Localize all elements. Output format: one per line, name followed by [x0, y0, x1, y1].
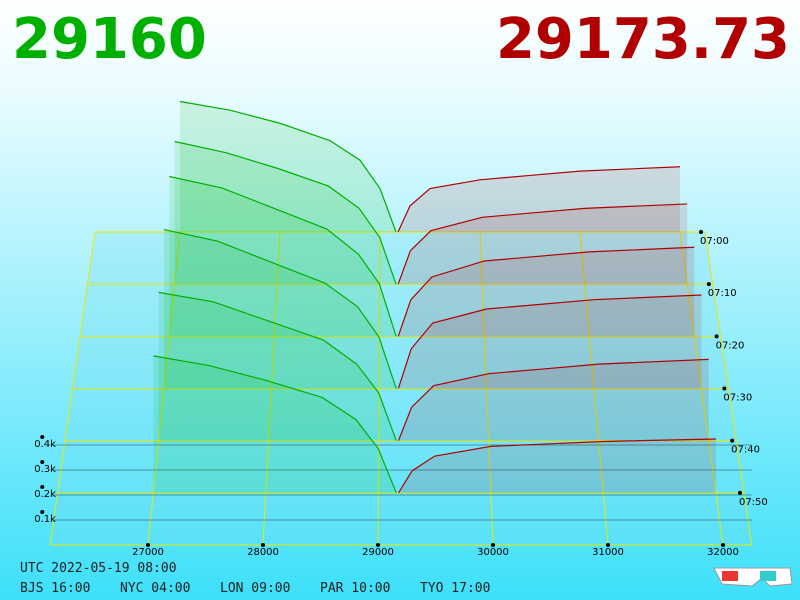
tick-dot: [699, 230, 703, 234]
tick-dot: [721, 543, 725, 547]
tick-dot: [737, 490, 742, 495]
time-label: 07:20: [716, 340, 745, 351]
bids-line: [163, 228, 397, 389]
utc-time: UTC 2022-05-19 08:00: [20, 561, 177, 576]
glasses-icon: [713, 567, 793, 587]
tick-dot: [376, 543, 380, 547]
zone-time: LON 09:00: [220, 581, 290, 596]
zone-time: BJS 16:00: [20, 581, 90, 596]
time-label: 07:10: [708, 288, 737, 299]
ask-price: 29173.73: [496, 7, 790, 72]
asks-line: [397, 358, 709, 441]
asks-line: [397, 294, 702, 389]
tick-dot: [40, 460, 45, 464]
asks-line: [397, 203, 688, 285]
asks-line: [397, 246, 695, 337]
asks-area: [398, 295, 702, 389]
x-tick-label: 31000: [592, 547, 624, 558]
asks-line: [398, 438, 716, 494]
time-label: 07:40: [731, 445, 760, 456]
bids-area: [169, 176, 397, 337]
y-tick-label: 0.3k: [34, 464, 56, 475]
tick-dot: [146, 543, 150, 547]
tick-dot: [730, 438, 735, 443]
bids-area: [180, 101, 396, 232]
asks-area: [398, 359, 709, 441]
plot: [153, 100, 716, 494]
zone-time: PAR 10:00: [320, 581, 390, 596]
y-tick-label: 0.4k: [34, 439, 56, 450]
time-label: 07:30: [723, 393, 752, 404]
time-label: 07:00: [700, 236, 729, 247]
tick-dot: [40, 435, 45, 439]
bids-area: [164, 229, 397, 389]
asks-area: [398, 203, 688, 285]
bids-line: [153, 355, 397, 494]
tick-dot: [261, 543, 265, 547]
time-label: 07:50: [739, 497, 768, 508]
bid-price: 29160: [12, 7, 207, 72]
asks-area: [398, 439, 716, 493]
tick-dot: [491, 543, 495, 547]
tick-dot: [606, 543, 610, 547]
floor: 27000 28000 29000 30000 31000 32000 07:00 07:10…: [34, 230, 768, 558]
y-tick-label: 0.1k: [34, 514, 56, 525]
tick-dot: [706, 282, 711, 287]
tick-dot: [40, 485, 45, 489]
bids-line: [169, 175, 397, 337]
asks-area: [398, 247, 695, 337]
zone-time: NYC 04:00: [120, 581, 190, 596]
asks-area: [398, 166, 680, 232]
tick-dot: [714, 334, 719, 339]
x-tick-label: 30000: [477, 547, 509, 558]
bids-area: [158, 292, 397, 441]
bids-line: [158, 291, 397, 441]
bids-area: [153, 355, 397, 493]
x-tick-label: 32000: [707, 547, 739, 558]
y-tick-label: 0.2k: [34, 489, 56, 500]
tick-dot: [40, 510, 45, 514]
bids-line: [179, 100, 397, 233]
bids-line: [174, 140, 397, 285]
zone-time: TYO 17:00: [420, 581, 490, 596]
x-tick-label: 27000: [132, 547, 164, 558]
x-tick-label: 28000: [247, 547, 279, 558]
tick-dot: [722, 386, 727, 391]
x-tick-label: 29000: [362, 547, 394, 558]
asks-line: [397, 166, 681, 233]
